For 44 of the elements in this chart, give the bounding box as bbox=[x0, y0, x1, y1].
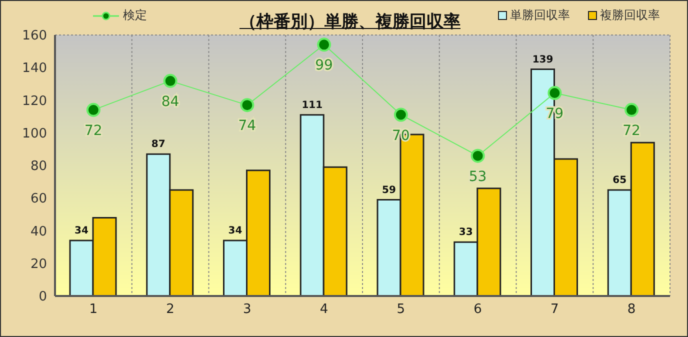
point bbox=[86, 102, 100, 117]
data-label: 70 bbox=[392, 128, 410, 144]
legend-label: 単勝回収率 bbox=[509, 8, 570, 22]
legend-label: 複勝回収率 bbox=[599, 8, 660, 22]
y-tick-label: 40 bbox=[30, 224, 47, 240]
data-label: 111 bbox=[302, 100, 323, 111]
y-tick-label: 20 bbox=[30, 256, 47, 272]
x-tick-label: 2 bbox=[166, 302, 174, 318]
data-label: 59 bbox=[382, 184, 396, 196]
point bbox=[240, 98, 254, 112]
y-tick-label: 140 bbox=[22, 61, 47, 76]
point bbox=[548, 86, 562, 100]
x-tick-label: 4 bbox=[320, 302, 328, 318]
point bbox=[317, 38, 332, 52]
data-label: 72 bbox=[84, 122, 102, 139]
data-label: 34 bbox=[74, 226, 88, 237]
point bbox=[624, 102, 639, 117]
x-tick-label: 8 bbox=[627, 302, 636, 318]
y-tick-label: 100 bbox=[22, 126, 47, 142]
y-tick-label: 80 bbox=[30, 159, 47, 174]
data-label: 72 bbox=[622, 122, 640, 139]
data-label: 74 bbox=[238, 118, 256, 134]
data-label: 34 bbox=[228, 226, 242, 237]
x-tick-label: 7 bbox=[550, 302, 559, 318]
data-label: 53 bbox=[468, 168, 487, 185]
data-label: 33 bbox=[458, 227, 473, 238]
data-label: 87 bbox=[151, 139, 166, 150]
y-tick-label: 160 bbox=[22, 28, 47, 44]
legend-label: 検定 bbox=[122, 8, 147, 22]
data-label: 65 bbox=[612, 174, 627, 186]
x-tick-label: 3 bbox=[243, 302, 252, 318]
data-label: 99 bbox=[315, 58, 333, 74]
data-label: 139 bbox=[532, 54, 554, 66]
y-tick-label: 120 bbox=[22, 94, 47, 109]
y-tick-label: 60 bbox=[30, 192, 47, 207]
point bbox=[470, 148, 485, 163]
data-label: 84 bbox=[161, 94, 180, 110]
x-tick-label: 5 bbox=[396, 302, 406, 318]
point bbox=[394, 108, 408, 122]
x-tick-label: 6 bbox=[474, 302, 482, 318]
chart-title: （枠番別）単勝、複勝回収率 bbox=[240, 12, 460, 32]
x-tick-label: 1 bbox=[89, 302, 98, 318]
point bbox=[163, 74, 178, 88]
y-tick-label: 0 bbox=[38, 290, 47, 305]
